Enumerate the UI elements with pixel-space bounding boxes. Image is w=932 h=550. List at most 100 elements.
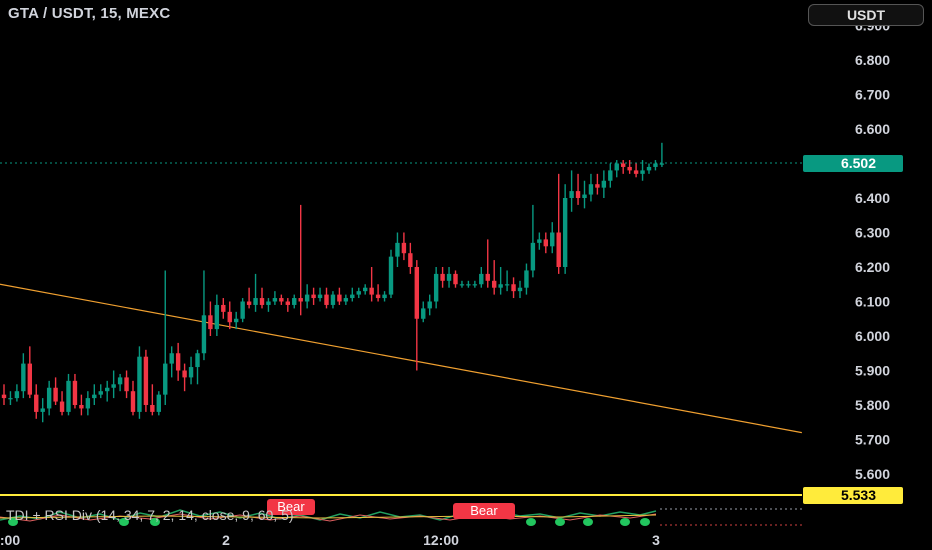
candle-body (1, 394, 7, 399)
candle (324, 287, 329, 309)
candle-body (137, 356, 142, 412)
candle (208, 301, 213, 336)
candle-body (14, 391, 20, 399)
candle (543, 232, 548, 254)
candle (575, 173, 581, 205)
candle-body (575, 191, 581, 198)
candle-body (298, 298, 303, 302)
time-tick: 2 (222, 532, 230, 548)
candle (440, 267, 445, 288)
candle-body (92, 394, 97, 399)
bear-label-1: Bear (267, 499, 315, 515)
price-tick: 6.700 (855, 87, 890, 103)
candle-body (504, 284, 510, 286)
candle (375, 284, 381, 302)
bear-label-2: Bear (453, 503, 515, 519)
candle-body (182, 370, 187, 378)
candle (550, 222, 555, 254)
candle (272, 291, 278, 305)
signal-dot (8, 518, 18, 526)
candle-body (111, 384, 116, 388)
candle (511, 277, 516, 299)
candle (124, 370, 129, 399)
candle-body (621, 163, 626, 167)
candles-group (1, 142, 665, 423)
candle (627, 160, 632, 174)
candle-body (53, 387, 58, 402)
candle (608, 163, 613, 188)
candle (388, 249, 394, 299)
price-tick: 5.800 (855, 397, 890, 413)
candle (27, 346, 32, 399)
candle-body (292, 298, 297, 305)
candle (640, 160, 645, 181)
candle-body (253, 298, 258, 305)
candle (472, 280, 478, 288)
candle-body (350, 294, 355, 299)
candle-body (427, 301, 432, 309)
candle-body (562, 198, 568, 267)
candle (646, 163, 652, 174)
candle-body (272, 298, 278, 302)
candle-body (401, 242, 407, 254)
candle-body (537, 239, 542, 243)
candle (659, 142, 665, 167)
candle-body (311, 294, 316, 299)
candle-body (214, 304, 220, 330)
candle-body (472, 284, 478, 286)
candle-body (433, 273, 439, 302)
candle (304, 284, 310, 309)
candle-body (279, 298, 284, 302)
candle (317, 287, 323, 302)
price-tick: 6.400 (855, 190, 890, 206)
candle-body (659, 163, 665, 165)
signal-dot (555, 518, 565, 526)
signal-dot (640, 518, 650, 526)
candle-body (375, 294, 381, 299)
price-axis[interactable]: 6.9006.8006.7006.6006.4006.3006.2006.100… (855, 18, 890, 483)
candle (395, 232, 400, 267)
svg-text:5.533: 5.533 (841, 487, 876, 503)
candle (221, 298, 226, 319)
candle-body (59, 401, 65, 412)
candle-body (588, 184, 594, 195)
candle (621, 160, 626, 174)
candle (601, 170, 607, 198)
candle-body (608, 170, 613, 181)
price-tick: 6.800 (855, 52, 890, 68)
candle (111, 370, 116, 399)
candle-body (640, 170, 645, 174)
candle-body (234, 318, 239, 323)
candle-body (227, 311, 232, 323)
candle-body (98, 391, 103, 395)
time-axis[interactable]: :00 2 12:00 3 (0, 532, 660, 548)
candle-body (72, 380, 78, 405)
candle-body (595, 184, 600, 188)
candle (240, 298, 245, 323)
candle (156, 391, 161, 416)
candle-body (188, 367, 194, 378)
candle (453, 270, 458, 288)
candle-body (240, 301, 245, 319)
candle-body (356, 291, 361, 295)
currency-button[interactable]: USDT (808, 4, 924, 26)
candle-body (175, 353, 181, 371)
indicator-dots (8, 518, 650, 526)
candle-body (369, 287, 374, 295)
candle-body (201, 315, 207, 354)
indicator-label[interactable]: TDI + RSI Div (14, 34, 7, 2, 14, close, … (6, 507, 294, 523)
candle (1, 384, 7, 405)
candle-body (66, 380, 71, 412)
trend-line[interactable] (0, 283, 802, 434)
candle (330, 291, 336, 309)
candle (479, 267, 484, 288)
symbol-title[interactable]: GTA / USDT, 15, MEXC (8, 5, 171, 22)
candle-body (614, 163, 619, 171)
candle (363, 284, 368, 295)
candle (517, 280, 523, 299)
candle (92, 384, 97, 405)
svg-text:Bear: Bear (470, 503, 498, 518)
candle-body (627, 166, 632, 171)
candle-body (511, 284, 516, 292)
